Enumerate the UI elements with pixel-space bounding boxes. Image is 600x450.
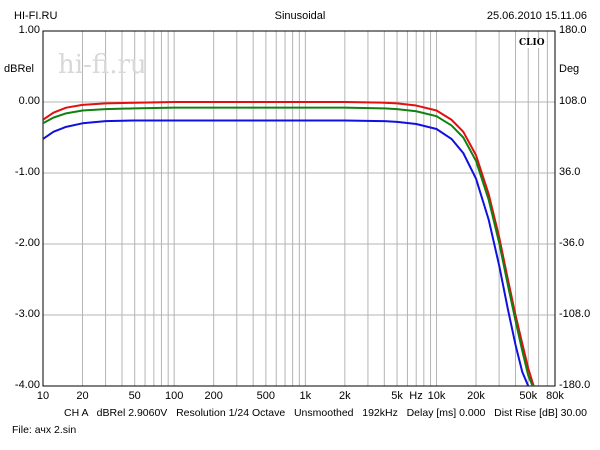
file-name: File: ачх 2.sin xyxy=(12,424,77,436)
y-tick-label-right: -180.0 xyxy=(559,379,591,391)
x-tick-label: 10 xyxy=(36,390,50,402)
series-line-2 xyxy=(43,106,534,386)
header-timestamp: 25.06.2010 15.11.06 xyxy=(486,10,587,22)
chart-title: Sinusoidal xyxy=(274,10,326,22)
x-tick-label: 10k xyxy=(427,390,446,402)
header-left-text: HI-FI.RU xyxy=(14,10,58,22)
x-tick-label: 5k xyxy=(391,390,403,402)
y-tick-label-right: 36.0 xyxy=(559,166,581,178)
y-tick-label-left: -4.00 xyxy=(14,379,40,391)
y-axis-label-left: dBRel xyxy=(4,63,34,75)
y-axis-label-right: Deg xyxy=(559,63,580,75)
y-tick-label-right: -36.0 xyxy=(559,237,585,249)
measurement-parameters: CH A dBRel 2.9060V Resolution 1/24 Octav… xyxy=(64,407,587,419)
x-tick-label: 50k xyxy=(519,390,538,402)
y-tick-label-left: -3.00 xyxy=(14,308,40,320)
x-tick-label: 200 xyxy=(204,390,223,402)
clio-logo: CLIO xyxy=(518,38,546,48)
plot-frame xyxy=(42,30,556,387)
x-tick-label: 1k xyxy=(299,390,312,402)
x-axis-unit: Hz xyxy=(409,390,423,402)
y-tick-label-left: 0.00 xyxy=(18,95,40,107)
series-line-1 xyxy=(43,101,535,386)
y-tick-label-left: -1.00 xyxy=(14,166,40,178)
y-tick-label-left: 1.00 xyxy=(18,24,40,36)
x-tick-label: 500 xyxy=(256,390,276,402)
watermark-logo: hi-fi.ru xyxy=(58,50,147,80)
x-tick-label: 100 xyxy=(164,390,184,402)
y-tick-label-left: -2.00 xyxy=(14,237,40,249)
x-tick-label: 2k xyxy=(339,390,351,402)
x-tick-label: 20 xyxy=(76,390,89,402)
x-tick-label: 50 xyxy=(128,390,141,402)
y-tick-label-right: 108.0 xyxy=(559,95,587,107)
x-tick-label: 20k xyxy=(467,390,485,402)
y-tick-label-right: -108.0 xyxy=(559,308,591,320)
x-tick-label: 80k xyxy=(546,390,564,402)
y-tick-label-right: 180.0 xyxy=(559,24,587,36)
series-line-3 xyxy=(43,119,530,386)
